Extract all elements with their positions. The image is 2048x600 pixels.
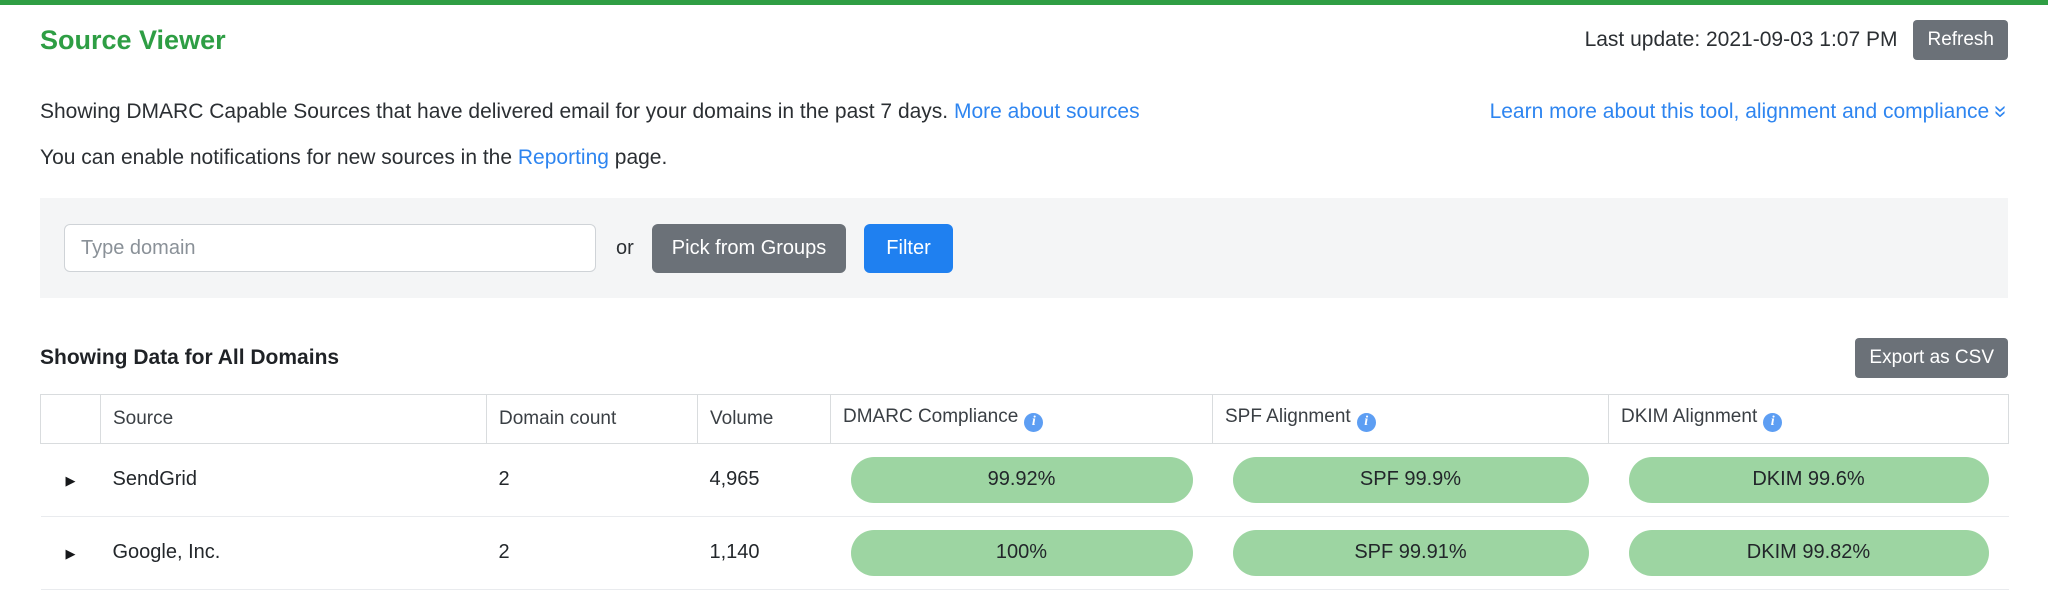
row-expand-icon[interactable]: ▶ [65,546,76,561]
table-header-row: Source Domain count Volume DMARC Complia… [40,394,2009,444]
spf-alignment-badge: SPF 99.9% [1232,456,1589,503]
notify-text-before: You can enable notifications for new sou… [40,146,518,169]
volume-column-header: Volume [697,394,831,444]
results-row: Showing Data for All Domains Export as C… [40,338,2008,378]
dmarc-compliance-badge: 99.92% [850,456,1193,503]
learn-more-link[interactable]: Learn more about this tool, alignment an… [1489,100,1990,123]
dmarc-compliance-column-header: DMARC Compliance i [830,394,1213,444]
last-update-text: Last update: 2021-09-03 1:07 PM [1584,28,1898,51]
row-expand-icon[interactable]: ▶ [65,473,76,488]
intro-row: Showing DMARC Capable Sources that have … [40,99,2016,124]
notify-text-after: page. [608,146,668,169]
source-cell: Google, Inc. [100,516,487,590]
spf-alignment-column-header: SPF Alignment i [1212,394,1609,444]
double-chevron-down-icon: » [1989,105,2016,118]
intro-text: Showing DMARC Capable Sources that have … [40,100,954,123]
page-header: Source Viewer Last update: 2021-09-03 1:… [40,11,2008,69]
results-heading: Showing Data for All Domains [40,346,340,369]
filter-bar: or Pick from Groups Filter [40,198,2008,298]
dkim-alignment-column-header: DKIM Alignment i [1608,394,2009,444]
source-column-header: Source [100,394,487,444]
spf-alignment-badge: SPF 99.91% [1232,529,1589,576]
expander-column-header [40,394,101,444]
intro-text-line: Showing DMARC Capable Sources that have … [40,100,1140,124]
info-icon[interactable]: i [1356,412,1376,432]
page-title: Source Viewer [40,24,226,55]
sources-table: Source Domain count Volume DMARC Complia… [40,394,2009,590]
domain-input[interactable] [64,224,596,272]
table-row: ▶ SendGrid 2 4,965 99.92% SPF 99.9% DKIM… [40,443,2009,517]
domain-count-column-header: Domain count [486,394,698,444]
notify-row: You can enable notifications for new sou… [40,146,2008,170]
reporting-link[interactable]: Reporting [517,146,609,169]
info-icon[interactable]: i [1024,412,1044,432]
volume-cell: 4,965 [697,443,831,517]
filter-button[interactable]: Filter [864,223,953,273]
or-label: or [616,236,634,259]
volume-cell: 1,140 [697,516,831,590]
info-icon[interactable]: i [1763,412,1783,432]
domain-count-cell: 2 [486,443,698,517]
source-cell: SendGrid [100,443,487,517]
dkim-alignment-badge: DKIM 99.6% [1628,456,1989,503]
top-accent-bar [0,0,2048,5]
domain-count-cell: 2 [486,516,698,590]
dmarc-compliance-badge: 100% [850,529,1193,576]
more-about-sources-link[interactable]: More about sources [953,100,1140,123]
learn-more-line: Learn more about this tool, alignment an… [1489,99,2016,124]
dkim-alignment-badge: DKIM 99.82% [1628,529,1989,576]
refresh-button[interactable]: Refresh [1913,20,2008,60]
table-row: ▶ Google, Inc. 2 1,140 100% SPF 99.91% D… [40,516,2009,590]
export-csv-button[interactable]: Export as CSV [1855,338,2008,378]
pick-from-groups-button[interactable]: Pick from Groups [651,223,847,273]
